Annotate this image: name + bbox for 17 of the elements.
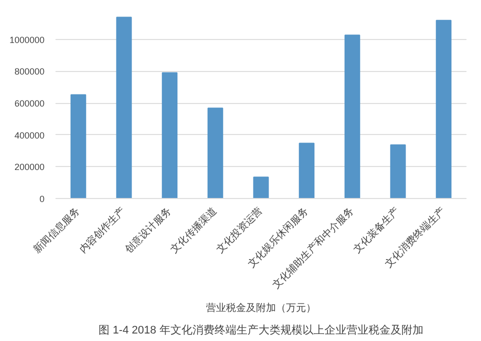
y-tick-label: 400000 [14, 130, 45, 140]
bar [253, 176, 269, 198]
y-tick-label: 0 [39, 194, 45, 204]
bar [298, 142, 314, 198]
bar [162, 72, 178, 198]
bar [70, 94, 86, 198]
bar [116, 16, 132, 198]
y-tick-label: 1000000 [9, 34, 45, 45]
y-tick-label: 200000 [14, 162, 45, 172]
x-axis-title: 营业税金及附加（万元） [206, 302, 316, 314]
bar [436, 20, 452, 198]
y-tick-label: 600000 [14, 98, 45, 109]
bar [390, 144, 406, 198]
caption: 图 1-4 2018 年文化消费终端生产大类规模以上企业营业税金及附加 [98, 324, 424, 336]
bar [208, 108, 224, 198]
y-tick-label: 800000 [14, 66, 45, 77]
bar [344, 34, 360, 198]
